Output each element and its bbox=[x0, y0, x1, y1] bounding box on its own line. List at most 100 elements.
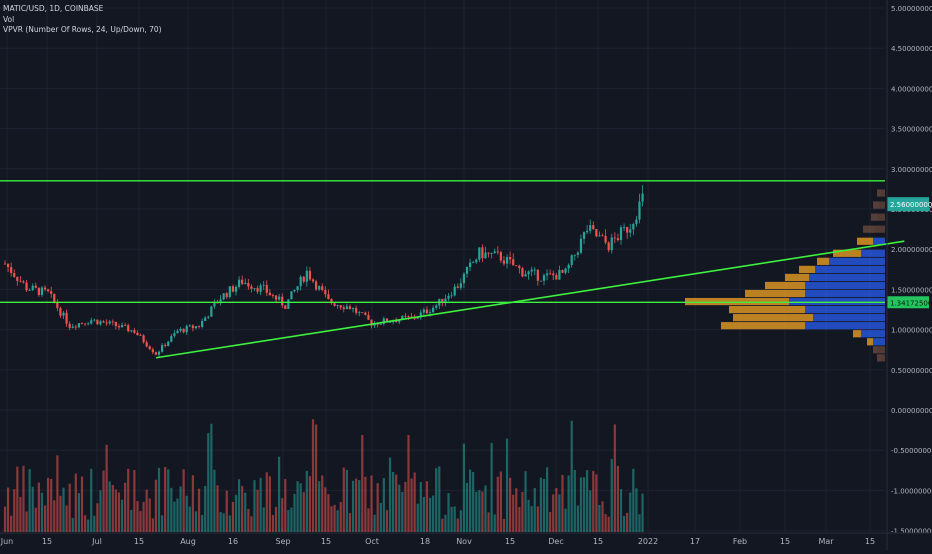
candle-body bbox=[234, 286, 238, 292]
candle-body bbox=[259, 285, 262, 292]
time-axis-label: 18 bbox=[420, 537, 430, 546]
vpvr-down-bar bbox=[799, 265, 815, 273]
candle-body bbox=[302, 276, 305, 282]
vpvr-up-bar bbox=[877, 346, 885, 354]
candle-body bbox=[197, 326, 201, 327]
volume-bar bbox=[549, 511, 552, 532]
volume-bar bbox=[173, 501, 176, 532]
time-axis-label: Oct bbox=[365, 537, 379, 546]
volume-bar bbox=[595, 474, 598, 532]
candle-body bbox=[87, 323, 90, 325]
current-price-tag-bg bbox=[887, 197, 929, 212]
candle-body bbox=[632, 224, 635, 230]
trend-line[interactable] bbox=[155, 240, 905, 359]
volume-bar bbox=[401, 491, 404, 532]
time-axis-label: 15 bbox=[42, 537, 52, 546]
volume-bar bbox=[268, 476, 271, 532]
candle-body bbox=[462, 273, 466, 284]
time-axis-label: Aug bbox=[180, 537, 196, 546]
candle-body bbox=[607, 242, 610, 251]
volume-bar bbox=[629, 492, 632, 532]
candle-body bbox=[635, 219, 638, 225]
volume-bar bbox=[450, 506, 453, 532]
volume-bar bbox=[296, 481, 299, 532]
time-axis-label: Dec bbox=[548, 537, 563, 546]
volume-bar bbox=[204, 485, 207, 532]
volume-bar bbox=[34, 507, 37, 532]
vpvr-down-bar bbox=[765, 281, 805, 290]
candle-body bbox=[545, 273, 549, 276]
time-axis-label: 15 bbox=[321, 537, 331, 546]
vpvr-down-bar bbox=[867, 338, 873, 346]
volume-bar bbox=[278, 456, 281, 532]
candle-body bbox=[37, 287, 40, 295]
candle-body bbox=[237, 279, 241, 287]
candle-body bbox=[425, 309, 429, 314]
current-price-tag: 2.56000000 bbox=[890, 201, 932, 209]
volume-bar bbox=[201, 514, 204, 532]
volume-bar bbox=[564, 508, 567, 532]
volume-bar bbox=[170, 487, 173, 532]
candle-body bbox=[459, 283, 462, 288]
volume-bar bbox=[388, 457, 392, 532]
volume-bar bbox=[385, 510, 389, 532]
candle-body bbox=[641, 193, 644, 202]
symbol-title[interactable]: MATIC/USD, 1D, COINBASE bbox=[3, 4, 104, 13]
candle-body bbox=[613, 237, 616, 239]
candle-body bbox=[530, 269, 533, 272]
candle-body bbox=[619, 227, 623, 241]
volume-indicator-label[interactable]: Vol bbox=[3, 14, 15, 24]
volume-bar bbox=[521, 491, 524, 532]
volume-bar bbox=[108, 481, 111, 532]
price-axis-label: 4.50000000 bbox=[891, 45, 932, 53]
candle-body bbox=[367, 315, 370, 320]
candle-body bbox=[247, 282, 250, 287]
candle-body bbox=[327, 294, 330, 299]
volume-bar bbox=[80, 476, 84, 532]
volume-bar bbox=[527, 499, 530, 532]
volume-bar bbox=[348, 513, 352, 532]
candle-body bbox=[305, 270, 308, 282]
candle-body bbox=[47, 289, 50, 292]
candle-body bbox=[167, 341, 170, 347]
candle-body bbox=[570, 255, 573, 265]
candle-body bbox=[622, 227, 626, 228]
candle-body bbox=[456, 286, 459, 288]
vpvr-indicator-label[interactable]: VPVR (Number Of Rows, 24, Up/Down, 70) bbox=[3, 25, 162, 34]
vpvr-down-bar bbox=[853, 330, 861, 338]
volume-bar bbox=[582, 477, 586, 532]
volume-bar bbox=[247, 508, 250, 532]
candle-body bbox=[401, 315, 404, 320]
candle-body bbox=[468, 262, 472, 267]
candle-body bbox=[241, 279, 244, 284]
candle-body bbox=[355, 308, 358, 313]
vpvr-down-bar bbox=[733, 314, 813, 322]
volume-bar bbox=[185, 495, 188, 532]
candle-body bbox=[385, 318, 389, 323]
candle-body bbox=[83, 323, 87, 325]
volume-bar bbox=[179, 486, 182, 532]
volume-bar bbox=[626, 512, 629, 532]
volume-bar bbox=[262, 507, 265, 532]
candle-body bbox=[71, 326, 74, 328]
price-axis-label: 1.50000000 bbox=[891, 286, 932, 294]
vpvr-down-bar bbox=[871, 213, 877, 221]
volume-bar bbox=[407, 434, 410, 532]
volume-bar bbox=[561, 474, 564, 532]
volume-bar bbox=[244, 492, 247, 532]
candle-body bbox=[281, 296, 284, 306]
candle-body bbox=[274, 295, 278, 300]
volume-bar bbox=[40, 492, 44, 532]
candle-body bbox=[133, 330, 136, 333]
candle-body bbox=[382, 318, 385, 324]
volume-bar bbox=[370, 475, 373, 532]
candle-body bbox=[616, 238, 620, 241]
volume-bar bbox=[373, 514, 376, 532]
candle-body bbox=[370, 319, 373, 326]
volume-bar bbox=[364, 476, 367, 532]
volume-bar bbox=[558, 494, 561, 532]
volume-bar bbox=[59, 495, 62, 532]
volume-bar bbox=[641, 493, 644, 532]
